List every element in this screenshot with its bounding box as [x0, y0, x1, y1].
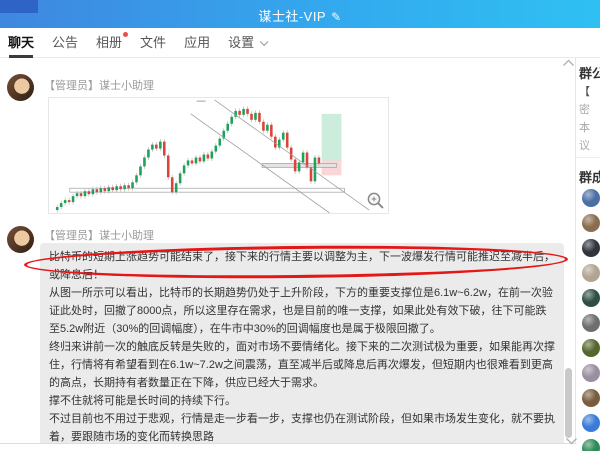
chat-scrollbar[interactable] — [565, 368, 572, 438]
announcement-text-line: 议 — [579, 140, 590, 152]
member-avatar[interactable] — [582, 414, 600, 432]
window-title: 谋士社-VIP ✎ — [0, 6, 600, 25]
title-bar: 谋士社-VIP ✎ — [0, 0, 600, 28]
member-avatar[interactable] — [582, 239, 600, 257]
edit-title-icon[interactable]: ✎ — [331, 10, 342, 24]
announcement-text-line: 本 — [579, 122, 590, 134]
members-header: 群成员 — [579, 170, 600, 185]
zoom-image-icon[interactable] — [367, 192, 384, 209]
message-paragraph: 不过目前也不用过于悲观，行情是走一步看一步，支撑也仍在测试阶段，但如果市场发生变… — [49, 413, 555, 443]
message-paragraph: 终归来讲前一次的触底反转是失败的，面对市场不要情绪化。接下来的二次测试极为重要，… — [49, 341, 555, 389]
sender-name: 【管理员】谋士小助理 — [44, 80, 154, 92]
chart-image-message[interactable] — [48, 97, 389, 214]
member-avatar[interactable] — [582, 289, 600, 307]
price-chart — [55, 99, 370, 214]
member-avatar[interactable] — [582, 314, 600, 332]
unread-badge-dot — [123, 31, 129, 37]
right-panel-divider — [576, 157, 600, 158]
window-corner-decoration — [0, 0, 38, 13]
input-area-top-edge — [0, 443, 576, 451]
tab-files[interactable]: 文件 — [140, 34, 167, 50]
collapse-up-icon[interactable] — [562, 59, 575, 67]
announcement-title[interactable]: 【 — [579, 86, 590, 98]
tab-bar: 聊天 公告 相册 文件 应用 设置 — [0, 28, 600, 58]
tab-apps[interactable]: 应用 — [184, 34, 211, 50]
sender-name: 【管理员】谋士小助理 — [44, 230, 154, 242]
tab-album[interactable]: 相册 — [96, 28, 129, 58]
message-paragraph: 从图一所示可以看出，比特币的长期趋势仍处于上升阶段，下方的重要支撑位是6.1w~… — [49, 287, 553, 335]
group-name: 谋士社-VIP — [258, 9, 327, 24]
avatar[interactable] — [7, 226, 34, 253]
member-avatar[interactable] — [582, 339, 600, 357]
announcement-header: 群公告 — [579, 66, 600, 81]
member-avatar[interactable] — [582, 389, 600, 407]
tab-chat[interactable]: 聊天 — [8, 28, 34, 58]
member-avatar[interactable] — [582, 214, 600, 232]
chevron-down-icon — [259, 37, 269, 46]
message-paragraph: 撑不住就将可能是长时间的持续下行。 — [49, 395, 236, 407]
tab-announcement[interactable]: 公告 — [52, 34, 79, 50]
message-paragraph: 比特币的短期上涨趋势可能结束了，接下来的行情主要以调整为主，下一波爆发行情可能推… — [49, 251, 555, 281]
avatar[interactable] — [7, 74, 34, 101]
announcement-text-line: 密 — [579, 104, 590, 116]
scroll-down-icon[interactable] — [565, 437, 578, 445]
panel-divider — [575, 58, 576, 451]
member-avatar[interactable] — [582, 364, 600, 382]
tab-settings[interactable]: 设置 — [228, 28, 269, 58]
member-avatar[interactable] — [582, 439, 600, 451]
member-avatar[interactable] — [582, 189, 600, 207]
member-avatar[interactable] — [582, 264, 600, 282]
text-message-bubble[interactable]: 比特币的短期上涨趋势可能结束了，接下来的行情主要以调整为主，下一波爆发行情可能推… — [40, 243, 564, 451]
